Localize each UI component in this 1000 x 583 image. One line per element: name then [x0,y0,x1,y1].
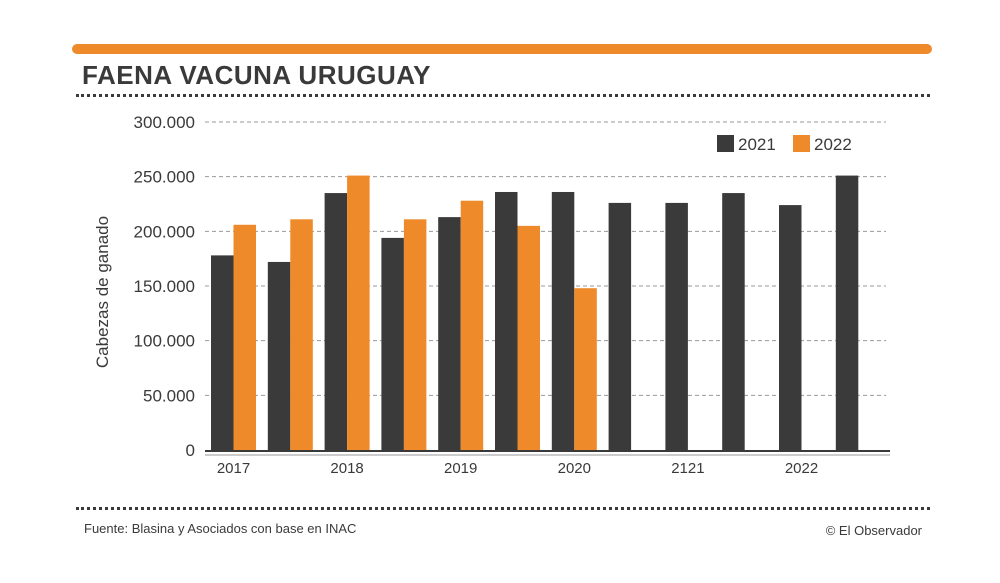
bar-2022 [517,225,540,450]
y-tick-label: 100.000 [134,332,195,351]
bar-2021 [495,191,518,450]
bar-2022 [460,200,484,450]
source-note: Fuente: Blasina y Asociados con base en … [84,521,357,536]
y-axis-ticks: 0 50.000 100.000 150.000 200.000 250.000 300.0… [134,113,195,460]
x-tick-label: 2017 [217,460,250,477]
x-tick-label: 2020 [558,460,591,477]
y-tick-label: 250.000 [134,168,195,187]
y-tick-label: 200.000 [134,222,195,241]
x-axis [205,450,890,456]
bar-2021 [267,261,291,450]
x-tick-label: 2121 [671,460,704,477]
bar-2021 [438,217,461,450]
bar-2022 [574,288,597,450]
bar-2022 [290,219,313,450]
x-tick-label: 2019 [444,460,477,477]
y-tick-label: 0 [186,441,195,460]
y-tick-label: 50.000 [143,386,195,405]
bar-2021 [551,191,575,450]
bar-2021 [381,237,404,450]
publisher-credit: © El Observador [825,523,922,538]
bar-2021 [835,175,859,450]
bar-2022 [233,224,256,450]
legend-label-2022: 2022 [814,135,852,154]
bar-2022 [347,175,370,450]
legend-swatch-2021 [717,135,734,152]
bar-2021 [324,193,348,451]
bar-2021 [211,255,234,450]
bars [211,175,859,451]
y-tick-label: 150.000 [134,277,195,296]
bar-2021 [665,202,688,450]
legend: 2021 2022 [717,135,852,154]
gridlines [205,121,886,396]
bar-2021 [608,202,632,450]
bar-2022 [403,219,427,450]
bottom-dotted-divider [76,507,930,510]
y-axis-title: Cabezas de ganado [93,216,112,368]
header-accent-bar [72,44,932,54]
bar-2021 [722,193,745,451]
x-tick-label: 2018 [330,460,363,477]
top-dotted-divider [76,94,930,97]
x-tick-label: 2022 [785,460,818,477]
legend-swatch-2022 [793,135,810,152]
y-tick-label: 300.000 [134,113,195,132]
chart-title: FAENA VACUNA URUGUAY [82,60,431,90]
legend-label-2021: 2021 [738,135,776,154]
bar-2021 [779,205,802,450]
x-axis-ticks: 2017 2018 2019 2020 2121 2022 [217,460,818,477]
